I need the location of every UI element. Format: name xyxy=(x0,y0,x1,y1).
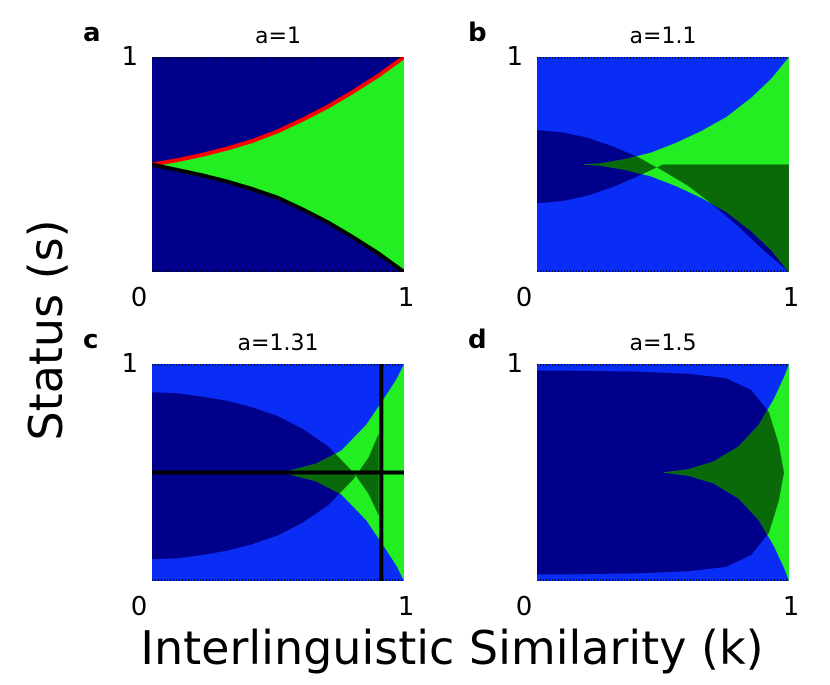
panel-title: a=1.31 xyxy=(238,331,319,356)
plot-area xyxy=(152,364,404,581)
x-tick-label: 1 xyxy=(398,283,415,313)
x-tick-label: 1 xyxy=(783,592,800,622)
panel-title: a=1 xyxy=(255,24,301,49)
y-tick-label: 1 xyxy=(121,349,138,379)
curve-red xyxy=(152,57,404,167)
region-green-0 xyxy=(152,57,404,272)
panel-letter: a xyxy=(83,18,101,48)
y-tick-label: 1 xyxy=(121,42,138,72)
panel-title: a=1.1 xyxy=(630,24,697,49)
y-tick-label: 1 xyxy=(506,42,523,72)
x-tick-label: 1 xyxy=(783,283,800,313)
x-tick-label: 0 xyxy=(131,283,148,313)
y-tick-label: 1 xyxy=(506,349,523,379)
plot-area xyxy=(152,57,404,272)
x-axis-label: Interlinguistic Similarity (k) xyxy=(140,621,763,675)
plot-area xyxy=(537,57,789,272)
panel-title: a=1.5 xyxy=(630,331,697,356)
plot-area xyxy=(537,364,789,581)
curve-black xyxy=(152,162,404,272)
x-tick-label: 0 xyxy=(516,592,533,622)
y-axis-label: Status (s) xyxy=(19,219,73,440)
x-tick-label: 0 xyxy=(516,283,533,313)
region-navy-0 xyxy=(152,392,379,560)
region-navy-0 xyxy=(537,370,784,575)
panel-letter: d xyxy=(468,325,487,355)
region-overlap xyxy=(663,370,784,575)
x-tick-label: 0 xyxy=(131,592,148,622)
x-tick-label: 1 xyxy=(398,592,415,622)
panel-letter: c xyxy=(83,325,98,355)
region-overlap xyxy=(582,130,789,272)
panel-letter: b xyxy=(468,18,487,48)
